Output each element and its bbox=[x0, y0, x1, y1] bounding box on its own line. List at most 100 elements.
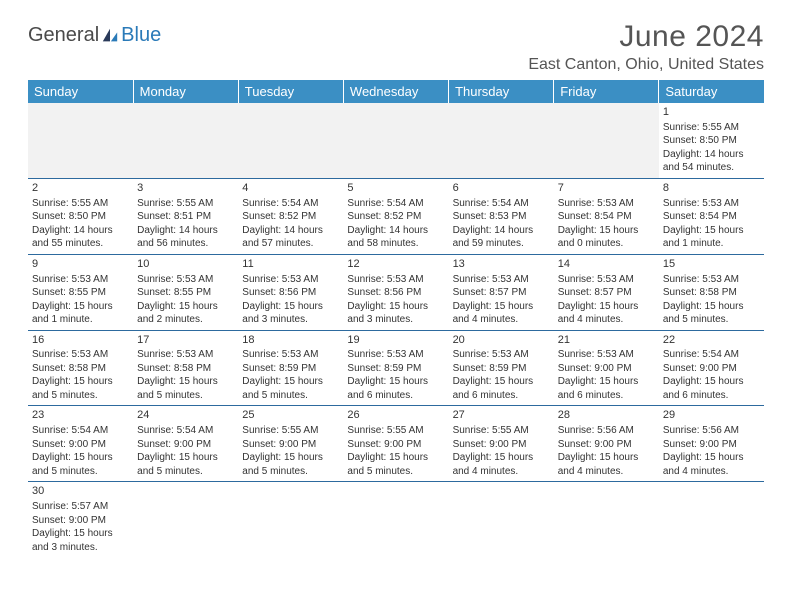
day-number: 5 bbox=[347, 181, 444, 196]
day-number: 7 bbox=[558, 181, 655, 196]
calendar-cell bbox=[343, 482, 448, 557]
sunset-text: Sunset: 8:52 PM bbox=[242, 210, 339, 224]
daylight-text: and 57 minutes. bbox=[242, 237, 339, 251]
day-number: 22 bbox=[663, 333, 760, 348]
weekday-header: Tuesday bbox=[238, 80, 343, 103]
weekday-header: Wednesday bbox=[343, 80, 448, 103]
sunrise-text: Sunrise: 5:53 AM bbox=[137, 273, 234, 287]
sunset-text: Sunset: 9:00 PM bbox=[558, 438, 655, 452]
daylight-text: Daylight: 14 hours bbox=[242, 224, 339, 238]
calendar-cell: 20Sunrise: 5:53 AMSunset: 8:59 PMDayligh… bbox=[449, 330, 554, 406]
calendar-cell: 6Sunrise: 5:54 AMSunset: 8:53 PMDaylight… bbox=[449, 178, 554, 254]
weekday-header: Thursday bbox=[449, 80, 554, 103]
calendar-cell bbox=[554, 482, 659, 557]
daylight-text: and 58 minutes. bbox=[347, 237, 444, 251]
sunrise-text: Sunrise: 5:55 AM bbox=[453, 424, 550, 438]
calendar-cell: 23Sunrise: 5:54 AMSunset: 9:00 PMDayligh… bbox=[28, 406, 133, 482]
sunrise-text: Sunrise: 5:53 AM bbox=[32, 273, 129, 287]
daylight-text: and 5 minutes. bbox=[347, 465, 444, 479]
sunrise-text: Sunrise: 5:53 AM bbox=[32, 348, 129, 362]
calendar-cell bbox=[449, 103, 554, 178]
day-number: 10 bbox=[137, 257, 234, 272]
location-text: East Canton, Ohio, United States bbox=[528, 56, 764, 74]
sunset-text: Sunset: 9:00 PM bbox=[32, 438, 129, 452]
sunset-text: Sunset: 9:00 PM bbox=[453, 438, 550, 452]
calendar-cell: 25Sunrise: 5:55 AMSunset: 9:00 PMDayligh… bbox=[238, 406, 343, 482]
sunrise-text: Sunrise: 5:55 AM bbox=[32, 197, 129, 211]
day-number: 18 bbox=[242, 333, 339, 348]
calendar-cell bbox=[238, 482, 343, 557]
daylight-text: and 5 minutes. bbox=[242, 465, 339, 479]
sunset-text: Sunset: 9:00 PM bbox=[32, 514, 129, 528]
sunset-text: Sunset: 9:00 PM bbox=[663, 362, 760, 376]
daylight-text: and 3 minutes. bbox=[242, 313, 339, 327]
daylight-text: Daylight: 14 hours bbox=[32, 224, 129, 238]
sunrise-text: Sunrise: 5:54 AM bbox=[242, 197, 339, 211]
calendar-row: 23Sunrise: 5:54 AMSunset: 9:00 PMDayligh… bbox=[28, 406, 764, 482]
calendar-cell bbox=[554, 103, 659, 178]
daylight-text: Daylight: 14 hours bbox=[663, 148, 760, 162]
calendar-cell: 10Sunrise: 5:53 AMSunset: 8:55 PMDayligh… bbox=[133, 254, 238, 330]
sunset-text: Sunset: 9:00 PM bbox=[242, 438, 339, 452]
sunset-text: Sunset: 8:58 PM bbox=[663, 286, 760, 300]
day-number: 17 bbox=[137, 333, 234, 348]
calendar-row: 1Sunrise: 5:55 AMSunset: 8:50 PMDaylight… bbox=[28, 103, 764, 178]
daylight-text: Daylight: 15 hours bbox=[137, 375, 234, 389]
calendar-table: Sunday Monday Tuesday Wednesday Thursday… bbox=[28, 80, 764, 557]
daylight-text: and 59 minutes. bbox=[453, 237, 550, 251]
daylight-text: Daylight: 15 hours bbox=[663, 375, 760, 389]
daylight-text: Daylight: 15 hours bbox=[242, 451, 339, 465]
day-number: 19 bbox=[347, 333, 444, 348]
calendar-row: 2Sunrise: 5:55 AMSunset: 8:50 PMDaylight… bbox=[28, 178, 764, 254]
calendar-cell: 27Sunrise: 5:55 AMSunset: 9:00 PMDayligh… bbox=[449, 406, 554, 482]
day-number: 11 bbox=[242, 257, 339, 272]
day-number: 9 bbox=[32, 257, 129, 272]
sunset-text: Sunset: 8:54 PM bbox=[558, 210, 655, 224]
daylight-text: Daylight: 15 hours bbox=[242, 375, 339, 389]
calendar-cell: 4Sunrise: 5:54 AMSunset: 8:52 PMDaylight… bbox=[238, 178, 343, 254]
daylight-text: Daylight: 15 hours bbox=[558, 300, 655, 314]
daylight-text: Daylight: 15 hours bbox=[558, 451, 655, 465]
daylight-text: Daylight: 15 hours bbox=[558, 375, 655, 389]
daylight-text: and 5 minutes. bbox=[32, 465, 129, 479]
daylight-text: and 4 minutes. bbox=[558, 313, 655, 327]
daylight-text: and 6 minutes. bbox=[347, 389, 444, 403]
daylight-text: and 4 minutes. bbox=[453, 313, 550, 327]
daylight-text: Daylight: 14 hours bbox=[347, 224, 444, 238]
weekday-header-row: Sunday Monday Tuesday Wednesday Thursday… bbox=[28, 80, 764, 103]
calendar-cell: 21Sunrise: 5:53 AMSunset: 9:00 PMDayligh… bbox=[554, 330, 659, 406]
sunrise-text: Sunrise: 5:55 AM bbox=[347, 424, 444, 438]
calendar-cell: 16Sunrise: 5:53 AMSunset: 8:58 PMDayligh… bbox=[28, 330, 133, 406]
logo-text-general: General bbox=[28, 24, 99, 47]
daylight-text: and 6 minutes. bbox=[453, 389, 550, 403]
header: General Blue June 2024 East Canton, Ohio… bbox=[28, 20, 764, 74]
weekday-header: Friday bbox=[554, 80, 659, 103]
sunrise-text: Sunrise: 5:53 AM bbox=[558, 197, 655, 211]
sunset-text: Sunset: 8:59 PM bbox=[242, 362, 339, 376]
daylight-text: and 6 minutes. bbox=[663, 389, 760, 403]
day-number: 25 bbox=[242, 408, 339, 423]
sunrise-text: Sunrise: 5:56 AM bbox=[558, 424, 655, 438]
sunrise-text: Sunrise: 5:53 AM bbox=[558, 273, 655, 287]
calendar-cell: 1Sunrise: 5:55 AMSunset: 8:50 PMDaylight… bbox=[659, 103, 764, 178]
sunrise-text: Sunrise: 5:55 AM bbox=[137, 197, 234, 211]
sunset-text: Sunset: 8:55 PM bbox=[137, 286, 234, 300]
sunrise-text: Sunrise: 5:53 AM bbox=[663, 273, 760, 287]
day-number: 15 bbox=[663, 257, 760, 272]
sunrise-text: Sunrise: 5:54 AM bbox=[137, 424, 234, 438]
month-title: June 2024 bbox=[528, 20, 764, 54]
day-number: 23 bbox=[32, 408, 129, 423]
calendar-cell bbox=[133, 482, 238, 557]
sunrise-text: Sunrise: 5:53 AM bbox=[453, 348, 550, 362]
daylight-text: and 3 minutes. bbox=[347, 313, 444, 327]
weekday-header: Sunday bbox=[28, 80, 133, 103]
daylight-text: and 3 minutes. bbox=[32, 541, 129, 555]
weekday-header: Saturday bbox=[659, 80, 764, 103]
calendar-cell: 26Sunrise: 5:55 AMSunset: 9:00 PMDayligh… bbox=[343, 406, 448, 482]
calendar-cell: 14Sunrise: 5:53 AMSunset: 8:57 PMDayligh… bbox=[554, 254, 659, 330]
daylight-text: and 5 minutes. bbox=[137, 465, 234, 479]
calendar-cell bbox=[659, 482, 764, 557]
daylight-text: and 2 minutes. bbox=[137, 313, 234, 327]
calendar-cell bbox=[133, 103, 238, 178]
calendar-cell: 19Sunrise: 5:53 AMSunset: 8:59 PMDayligh… bbox=[343, 330, 448, 406]
